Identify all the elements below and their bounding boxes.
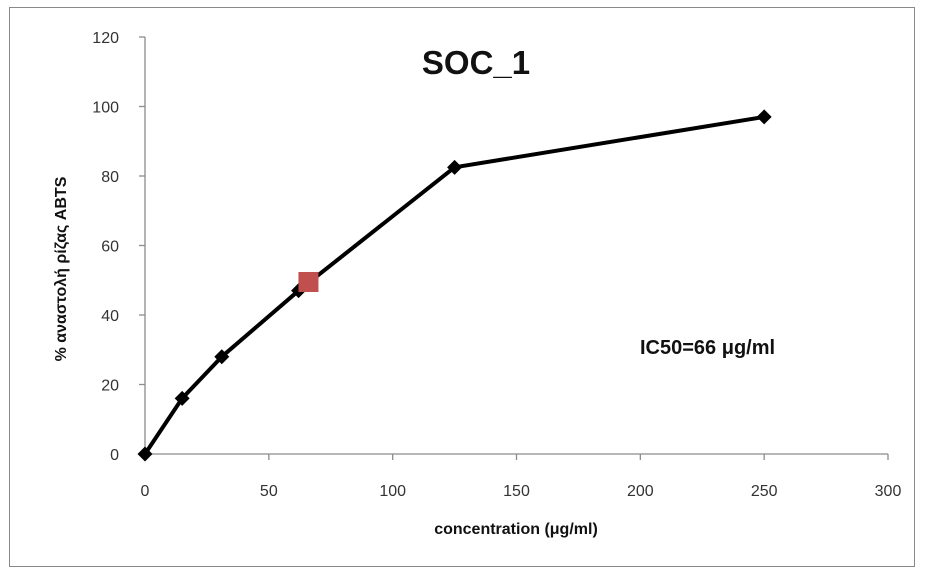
x-tick-label: 50: [260, 483, 278, 500]
x-tick-label: 100: [379, 483, 406, 500]
y-tick-label: 20: [101, 378, 119, 395]
x-tick-label: 250: [751, 483, 778, 500]
y-axis-label: % αναστολή ρίζας ABTS: [53, 176, 70, 361]
y-tick-label: 60: [101, 239, 119, 256]
data-markers: [138, 109, 772, 461]
axes: [139, 37, 888, 460]
x-tick-label: 300: [875, 483, 902, 500]
y-tick-label: 0: [110, 447, 119, 464]
chart-title: SOC_1: [422, 44, 530, 81]
ic50-annotation: IC50=66 μg/ml: [640, 337, 775, 359]
y-tick-label: 100: [92, 100, 119, 117]
x-tick-labels: 0 50 100 150 200 250 300: [141, 483, 902, 500]
y-tick-label: 120: [92, 30, 119, 47]
y-tick-label: 80: [101, 169, 119, 186]
x-tick-label: 200: [627, 483, 654, 500]
y-tick-labels: 0 20 40 60 80 100 120: [92, 30, 119, 464]
x-tick-label: 0: [141, 483, 150, 500]
y-tick-label: 40: [101, 308, 119, 325]
x-tick-label: 150: [503, 483, 530, 500]
x-axis-label: concentration (μg/ml): [434, 521, 598, 538]
data-point-diamond: [757, 109, 772, 124]
ic50-point-square: [298, 272, 318, 292]
